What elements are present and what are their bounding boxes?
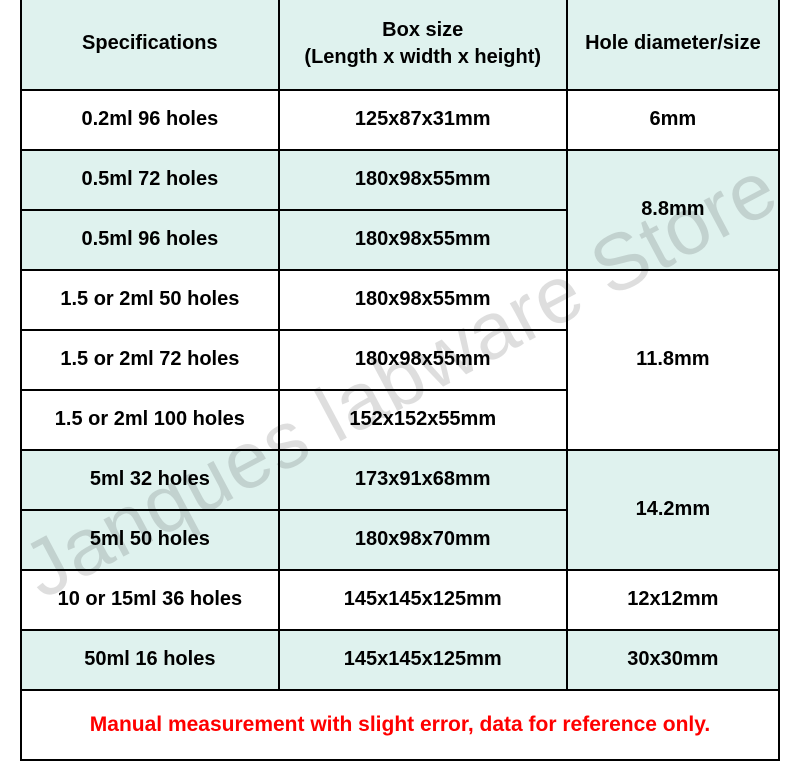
cell-spec: 1.5 or 2ml 72 holes	[21, 330, 279, 390]
cell-boxsize: 180x98x55mm	[279, 330, 567, 390]
cell-boxsize: 180x98x70mm	[279, 510, 567, 570]
col-header-spec: Specifications	[21, 0, 279, 90]
cell-spec: 0.5ml 96 holes	[21, 210, 279, 270]
cell-hole: 8.8mm	[567, 150, 779, 270]
table-row: 10 or 15ml 36 holes145x145x125mm12x12mm	[21, 570, 779, 630]
table-row: 1.5 or 2ml 50 holes180x98x55mm11.8mm	[21, 270, 779, 330]
cell-spec: 5ml 32 holes	[21, 450, 279, 510]
cell-boxsize: 145x145x125mm	[279, 570, 567, 630]
cell-spec: 0.2ml 96 holes	[21, 90, 279, 150]
cell-boxsize: 125x87x31mm	[279, 90, 567, 150]
cell-boxsize: 145x145x125mm	[279, 630, 567, 690]
cell-spec: 1.5 or 2ml 50 holes	[21, 270, 279, 330]
cell-spec: 1.5 or 2ml 100 holes	[21, 390, 279, 450]
cell-hole: 14.2mm	[567, 450, 779, 570]
footer-note: Manual measurement with slight error, da…	[21, 690, 779, 760]
cell-hole: 12x12mm	[567, 570, 779, 630]
cell-spec: 0.5ml 72 holes	[21, 150, 279, 210]
cell-spec: 5ml 50 holes	[21, 510, 279, 570]
cell-spec: 50ml 16 holes	[21, 630, 279, 690]
table-footer-row: Manual measurement with slight error, da…	[21, 690, 779, 760]
cell-spec: 10 or 15ml 36 holes	[21, 570, 279, 630]
table-row: 5ml 32 holes173x91x68mm14.2mm	[21, 450, 779, 510]
cell-boxsize: 180x98x55mm	[279, 150, 567, 210]
table-row: 50ml 16 holes145x145x125mm30x30mm	[21, 630, 779, 690]
table-header-row: Specifications Box size (Length x width …	[21, 0, 779, 90]
cell-boxsize: 152x152x55mm	[279, 390, 567, 450]
cell-boxsize: 180x98x55mm	[279, 210, 567, 270]
cell-hole: 30x30mm	[567, 630, 779, 690]
table-row: 0.2ml 96 holes125x87x31mm6mm	[21, 90, 779, 150]
cell-hole: 11.8mm	[567, 270, 779, 450]
cell-boxsize: 173x91x68mm	[279, 450, 567, 510]
col-header-boxsize: Box size (Length x width x height)	[279, 0, 567, 90]
cell-boxsize: 180x98x55mm	[279, 270, 567, 330]
spec-table: Specifications Box size (Length x width …	[20, 0, 780, 761]
table-row: 0.5ml 72 holes180x98x55mm8.8mm	[21, 150, 779, 210]
cell-hole: 6mm	[567, 90, 779, 150]
col-header-hole: Hole diameter/size	[567, 0, 779, 90]
